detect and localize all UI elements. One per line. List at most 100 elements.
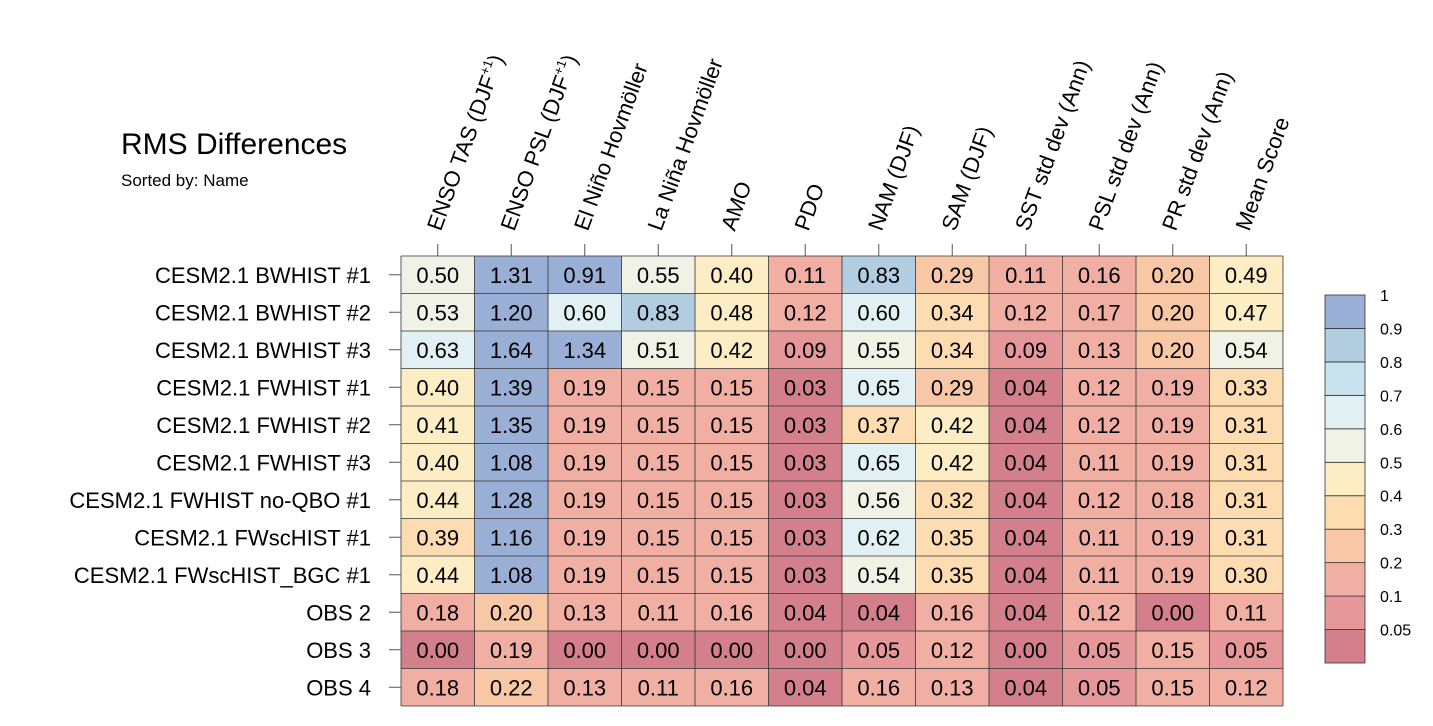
heatmap-cell xyxy=(842,631,916,669)
cell-value-label: 0.03 xyxy=(784,375,827,400)
cell-value-label: 0.53 xyxy=(416,300,459,325)
cell-value-label: 0.18 xyxy=(1151,488,1194,513)
cell-value-label: 0.55 xyxy=(637,263,680,288)
colorbar-tick-label: 0.7 xyxy=(1380,388,1402,405)
heatmap-cell xyxy=(1062,556,1136,594)
heatmap-cell xyxy=(989,481,1063,519)
heatmap-cell xyxy=(842,556,916,594)
cell-value-label: 0.44 xyxy=(416,563,459,588)
heatmap-cell xyxy=(842,668,916,706)
heatmap-cell xyxy=(1062,293,1136,331)
cell-value-label: 0.55 xyxy=(857,338,900,363)
heatmap-cell xyxy=(548,556,622,594)
heatmap-cell xyxy=(548,406,622,444)
cell-value-label: 0.35 xyxy=(931,563,974,588)
cell-value-label: 0.12 xyxy=(931,638,974,663)
cell-value-label: 0.19 xyxy=(563,488,606,513)
heatmap-grid xyxy=(400,255,1284,707)
row-label: CESM2.1 FWscHIST_BGC #1 xyxy=(74,563,371,588)
heatmap-cell xyxy=(842,256,916,294)
heatmap-cell xyxy=(1062,518,1136,556)
column-label-text: SAM (DJF) xyxy=(936,123,997,234)
heatmap-cell xyxy=(989,631,1063,669)
cell-value-label: 0.12 xyxy=(784,300,827,325)
heatmap-cell xyxy=(621,518,695,556)
colorbar-segment xyxy=(1324,461,1366,497)
cell-value-label: 0.42 xyxy=(931,450,974,475)
cell-value-label: 0.29 xyxy=(931,263,974,288)
cell-value-label: 1.08 xyxy=(490,450,533,475)
column-label-text: SST std dev (Ann) xyxy=(1010,57,1095,234)
cell-value-label: 0.32 xyxy=(931,488,974,513)
column-label: SST std dev (Ann) xyxy=(1010,57,1095,234)
heatmap-cell xyxy=(1209,368,1283,406)
heatmap-cell xyxy=(621,631,695,669)
cell-value-label: 0.03 xyxy=(784,525,827,550)
cell-value-label: 0.00 xyxy=(563,638,606,663)
heatmap-cell xyxy=(548,443,622,481)
cell-value-label: 0.15 xyxy=(637,413,680,438)
heatmap-cell xyxy=(1062,406,1136,444)
cell-value-label: 0.48 xyxy=(710,300,753,325)
cell-value-label: 0.04 xyxy=(1004,450,1047,475)
column-label: El Niño Hovmöller xyxy=(569,60,653,234)
cell-value-label: 0.03 xyxy=(784,450,827,475)
cell-value-label: 0.42 xyxy=(931,413,974,438)
colorbar-segment xyxy=(1324,528,1366,564)
heatmap-cell xyxy=(1136,331,1210,369)
cell-value-label: 0.91 xyxy=(563,263,606,288)
column-label: ENSO TAS (DJF+1) xyxy=(421,51,509,234)
chart-subtitle: Sorted by: Name xyxy=(121,171,249,190)
colorbar-tick-label: 0.3 xyxy=(1380,522,1402,539)
cell-value-label: 0.30 xyxy=(1225,563,1268,588)
heatmap-cell xyxy=(621,293,695,331)
cell-value-label: 0.34 xyxy=(931,338,974,363)
cell-value-label: 0.56 xyxy=(857,488,900,513)
column-label-text: ENSO PSL (DJF xyxy=(495,72,574,234)
heatmap-cell xyxy=(842,443,916,481)
row-label: OBS 4 xyxy=(306,675,371,700)
heatmap-cell xyxy=(695,368,769,406)
heatmap-cell xyxy=(1062,668,1136,706)
heatmap-cell xyxy=(695,668,769,706)
row-label: CESM2.1 BWHIST #1 xyxy=(155,263,371,288)
cell-value-label: 0.15 xyxy=(637,488,680,513)
cell-value-label: 0.00 xyxy=(784,638,827,663)
cell-value-label: 0.13 xyxy=(563,600,606,625)
colorbar-segment xyxy=(1324,595,1366,630)
heatmap-cell xyxy=(842,518,916,556)
heatmap-cell xyxy=(695,331,769,369)
colorbar: 0.05 0.1 0.2 0.3 0.4 0.5 0.6 0.7 0.8 0.9 1 xyxy=(1324,288,1411,664)
heatmap-cell xyxy=(1136,368,1210,406)
colorbar-segment xyxy=(1324,428,1366,463)
heatmap-cell xyxy=(1062,368,1136,406)
cell-value-label: 0.60 xyxy=(563,300,606,325)
cell-value-label: 0.09 xyxy=(784,338,827,363)
heatmap-cell xyxy=(915,556,989,594)
cell-value-label: 0.04 xyxy=(1004,375,1047,400)
cell-value-label: 0.54 xyxy=(1225,338,1268,363)
heatmap-cell xyxy=(842,368,916,406)
heatmap-cell xyxy=(621,368,695,406)
heatmap-cell xyxy=(1136,556,1210,594)
heatmap-cell xyxy=(989,256,1063,294)
cell-value-label: 0.83 xyxy=(857,263,900,288)
heatmap-cell xyxy=(1136,443,1210,481)
heatmap-cell xyxy=(989,593,1063,631)
cell-value-label: 0.20 xyxy=(1151,263,1194,288)
heatmap-cell xyxy=(548,668,622,706)
heatmap-cell xyxy=(621,668,695,706)
heatmap-cell xyxy=(1136,256,1210,294)
heatmap-cell xyxy=(548,631,622,669)
cell-value-label: 0.12 xyxy=(1225,675,1268,700)
colorbar-segment xyxy=(1324,294,1366,329)
heatmap-cell xyxy=(915,331,989,369)
cell-value-label: 0.04 xyxy=(1004,600,1047,625)
heatmap-cell xyxy=(474,481,548,519)
heatmap-cell xyxy=(768,593,842,631)
cell-value-label: 0.04 xyxy=(784,675,827,700)
heatmap-cell xyxy=(768,481,842,519)
row-label: OBS 2 xyxy=(306,600,371,625)
heatmap-cell xyxy=(474,593,548,631)
heatmap-cell xyxy=(695,256,769,294)
